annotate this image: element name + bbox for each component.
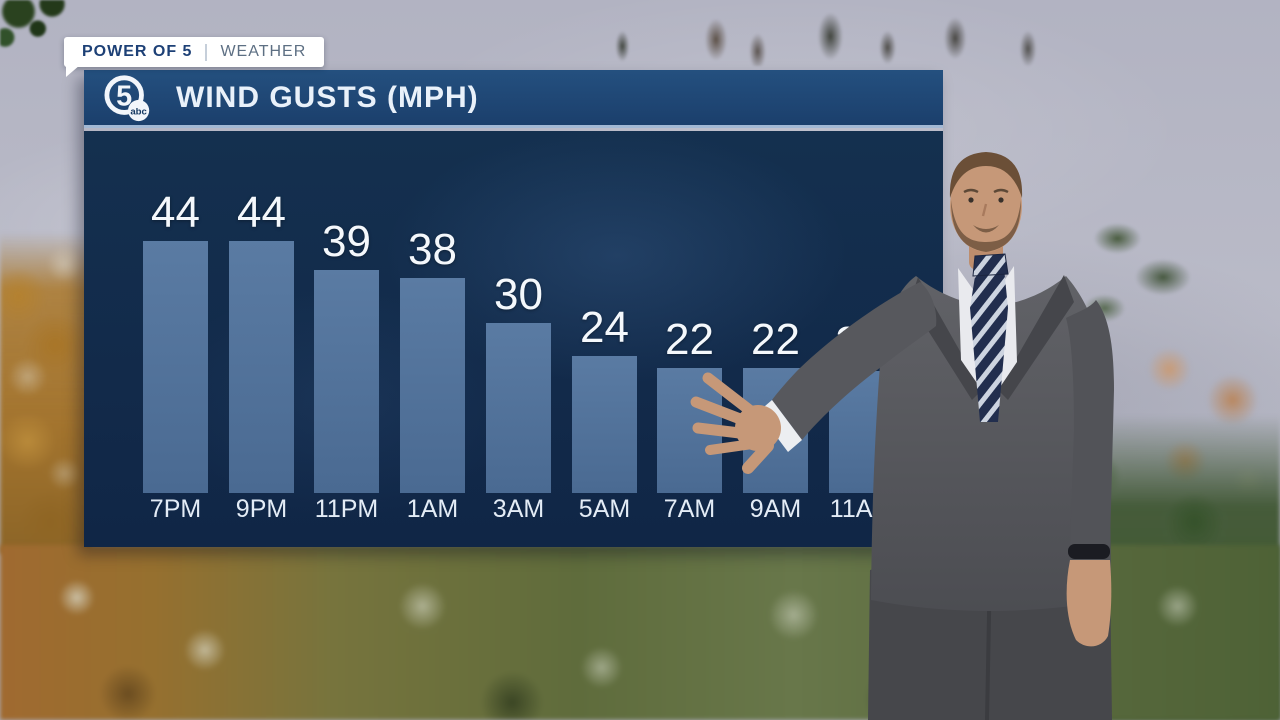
bar bbox=[143, 241, 208, 493]
autumn-tree-left bbox=[0, 232, 92, 554]
presenter-hair bbox=[949, 152, 1023, 198]
presenter-left-arm bbox=[1066, 300, 1114, 548]
bar-column: 211AM bbox=[829, 321, 894, 525]
bar-value-label: 44 bbox=[151, 188, 200, 237]
tree-twigs-top bbox=[560, 0, 1080, 66]
bars-layer: 44 7PM 44 9PM 39 11PM 38 1AM 30 3AM 24 5AM 22 7AM 22 9A… bbox=[84, 70, 943, 547]
badge-brand-label: POWER OF 5 bbox=[82, 43, 193, 60]
bar-value-label: 30 bbox=[494, 270, 543, 319]
bar-value-label: 39 bbox=[322, 217, 371, 266]
presenter-beard bbox=[951, 200, 1021, 252]
bar-value-label: 22 bbox=[751, 315, 800, 364]
bar-time-label: 11PM bbox=[314, 494, 379, 523]
bar-value-label: 22 bbox=[665, 315, 714, 364]
presenter-tie bbox=[970, 268, 1008, 422]
svg-text:abc: abc bbox=[130, 106, 147, 117]
bar-time-label: 9PM bbox=[235, 494, 288, 523]
badge-divider bbox=[205, 43, 208, 61]
bar-time-label: 1AM bbox=[406, 494, 459, 523]
chart-title-bar: 5 abc WIND GUSTS (MPH) bbox=[84, 70, 943, 128]
chart-title: WIND GUSTS (MPH) bbox=[176, 80, 479, 114]
badge-section-label: WEATHER bbox=[220, 43, 307, 60]
presenter-watch bbox=[1068, 544, 1110, 559]
bar bbox=[229, 241, 294, 493]
presenter-suit-jacket bbox=[871, 276, 1111, 611]
presenter-left-hand bbox=[1066, 560, 1112, 647]
power-of-5-weather-badge: POWER OF 5 WEATHER bbox=[64, 37, 325, 67]
bar-column: 44 7PM bbox=[143, 191, 208, 525]
bar-column: 38 1AM bbox=[400, 228, 465, 525]
bar-time-label: 5AM bbox=[578, 494, 631, 523]
bar bbox=[400, 278, 465, 493]
bar bbox=[486, 323, 551, 493]
bar-time-label: 7AM bbox=[663, 494, 716, 523]
bar-time-label: 9AM bbox=[749, 494, 802, 523]
weather-presenter bbox=[690, 152, 1114, 720]
bar bbox=[314, 270, 379, 493]
wind-gusts-chart-panel: 5 abc WIND GUSTS (MPH) 44 7PM 44 9PM 39 11PM 3… bbox=[84, 70, 943, 547]
bar-column: 39 11PM bbox=[314, 220, 379, 525]
bar-column: 44 9PM bbox=[229, 191, 294, 525]
bar-time-label: 7PM bbox=[149, 494, 202, 523]
bar-value-label: 44 bbox=[237, 188, 286, 237]
bar bbox=[572, 356, 637, 493]
bar-column: 24 5AM bbox=[572, 306, 637, 525]
bar-value-label: 24 bbox=[580, 303, 629, 352]
svg-text:5: 5 bbox=[116, 80, 132, 112]
presenter-hand-open bbox=[690, 372, 781, 474]
station-5abc-logo-icon: 5 abc bbox=[104, 74, 150, 121]
bar-column: 30 3AM bbox=[486, 273, 551, 525]
presenter-extended-arm bbox=[772, 282, 937, 440]
bar-time-label: 3AM bbox=[492, 494, 545, 523]
bar-value-label: 38 bbox=[408, 225, 457, 274]
